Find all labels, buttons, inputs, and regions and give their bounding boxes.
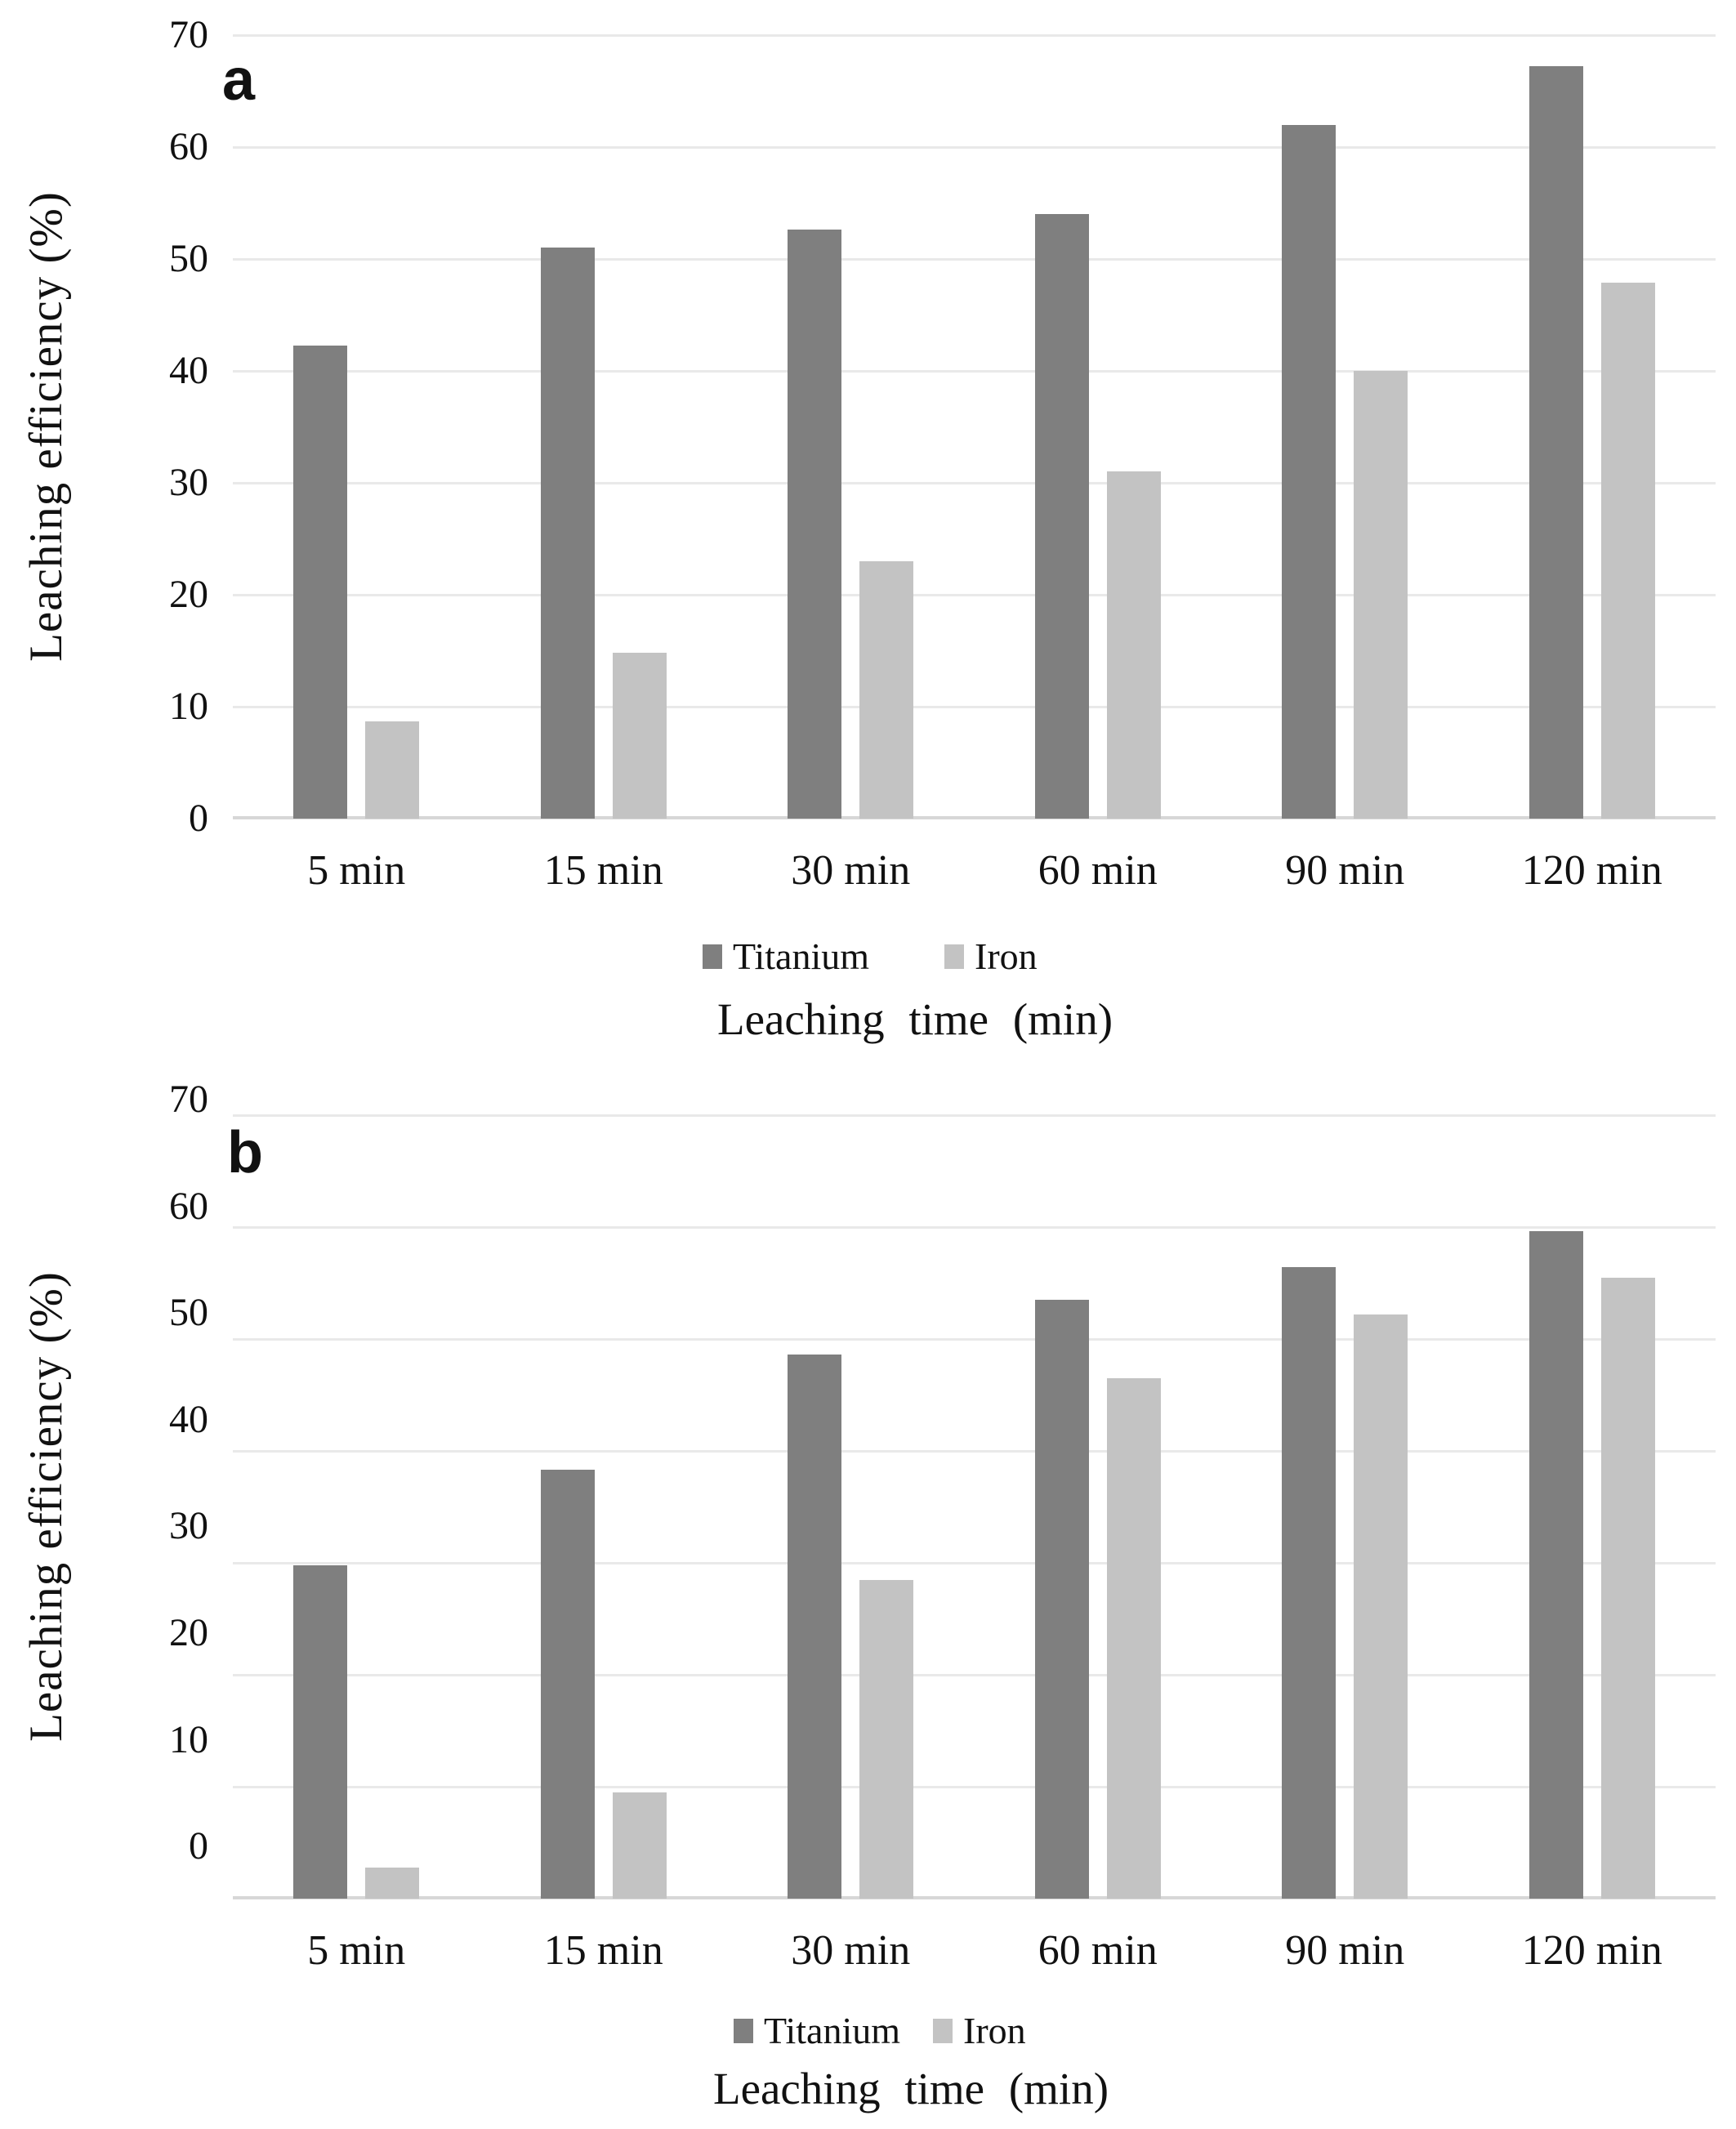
y-tick-label: 20 <box>169 573 208 616</box>
gridline <box>233 34 1716 37</box>
bar-iron <box>859 560 914 819</box>
y-tick-label: 30 <box>169 461 208 504</box>
bar-titanium <box>1034 1300 1089 1899</box>
gridline <box>233 1786 1716 1788</box>
bar-iron <box>1354 1314 1408 1899</box>
legend-label-titanium: Titanium <box>764 2010 901 2051</box>
x-category-label: 120 min <box>1521 847 1662 894</box>
legend-label-iron: Iron <box>975 935 1038 977</box>
bar-titanium <box>1282 124 1337 819</box>
y-tick-label: 70 <box>169 1078 208 1121</box>
bar-iron <box>365 721 420 819</box>
bar-titanium <box>293 345 348 819</box>
gridline <box>233 706 1716 708</box>
legend-label-titanium: Titanium <box>733 935 870 977</box>
y-tick-label: 20 <box>169 1611 208 1654</box>
bar-iron <box>859 1579 914 1899</box>
x-category-label: 60 min <box>1038 847 1158 894</box>
bar-iron <box>365 1867 420 1899</box>
legend-swatch-titanium <box>734 2019 753 2043</box>
x-axis-baseline <box>233 1896 1716 1899</box>
x-category-label: 15 min <box>543 847 663 894</box>
legend-label-iron: Iron <box>963 2010 1026 2051</box>
panel-b: b Leaching efficiency (%) 70 60 50 40 30 20 10… <box>0 1064 1736 2129</box>
gridline <box>233 1450 1716 1453</box>
gridline <box>233 594 1716 596</box>
bar-iron <box>1600 1277 1655 1899</box>
bar-iron <box>612 653 667 819</box>
panel-letter-b: b <box>227 1120 263 1185</box>
y-tick-label: 0 <box>189 797 208 840</box>
legend-item-titanium: Titanium <box>734 2012 900 2050</box>
x-axis-title-b: Leaching time (min) <box>712 2064 1109 2113</box>
panel-letter-a: a <box>222 47 256 113</box>
legend-a: Titanium Iron <box>703 938 1038 975</box>
bar-iron <box>1600 282 1655 819</box>
bar-titanium <box>1528 66 1583 819</box>
bar-titanium <box>788 1355 842 1899</box>
y-tick-label: 60 <box>169 125 208 168</box>
bar-titanium <box>540 1470 595 1899</box>
bar-titanium <box>540 248 595 819</box>
bar-titanium <box>293 1564 348 1899</box>
y-tick-label: 60 <box>169 1184 208 1228</box>
bar-titanium <box>1034 214 1089 819</box>
y-tick-label: 70 <box>169 13 208 56</box>
y-tick-label: 10 <box>169 1717 208 1761</box>
gridline <box>233 1674 1716 1676</box>
legend-item-iron: Iron <box>933 2012 1026 2050</box>
x-category-label: 60 min <box>1038 1927 1158 1974</box>
y-tick-label: 30 <box>169 1504 208 1548</box>
legend-swatch-iron <box>933 2019 953 2043</box>
y-tick-label: 40 <box>169 1397 208 1441</box>
gridline <box>233 370 1716 373</box>
bar-titanium <box>788 230 842 819</box>
gridline <box>233 146 1716 149</box>
legend-b: Titanium Iron <box>734 2012 1026 2050</box>
gridline <box>233 1226 1716 1229</box>
bar-iron <box>1354 371 1408 819</box>
gridline <box>233 1114 1716 1117</box>
legend-item-titanium: Titanium <box>703 938 869 975</box>
plot-area-b <box>233 1114 1716 1899</box>
bar-iron <box>1106 471 1161 819</box>
legend-swatch-titanium <box>703 944 722 969</box>
y-tick-label: 50 <box>169 1291 208 1335</box>
x-category-label: 90 min <box>1285 847 1405 894</box>
legend-item-iron: Iron <box>944 938 1038 975</box>
bar-iron <box>612 1792 667 1899</box>
x-category-label: 5 min <box>307 847 406 894</box>
y-tick-label: 40 <box>169 349 208 392</box>
y-tick-label: 0 <box>189 1824 208 1868</box>
plot-area-a <box>233 34 1716 819</box>
x-category-label: 90 min <box>1285 1927 1405 1974</box>
bar-iron <box>1106 1377 1161 1899</box>
x-axis-title-a: Leaching time (min) <box>716 994 1113 1044</box>
gridline <box>233 482 1716 484</box>
x-axis-baseline <box>233 816 1716 819</box>
y-tick-label: 10 <box>169 685 208 728</box>
bar-titanium <box>1528 1231 1583 1899</box>
gridline <box>233 1562 1716 1564</box>
panel-a: a Leaching efficiency (%) 70 60 50 40 30 20 10… <box>0 0 1736 1064</box>
legend-swatch-iron <box>944 944 965 969</box>
bar-titanium <box>1282 1267 1337 1899</box>
x-category-label: 30 min <box>791 1927 911 1974</box>
gridline <box>233 258 1716 261</box>
x-category-label: 5 min <box>307 1927 406 1974</box>
y-tick-label: 50 <box>169 237 208 280</box>
x-category-label: 30 min <box>791 847 911 894</box>
x-category-label: 15 min <box>543 1927 663 1974</box>
gridline <box>233 1338 1716 1341</box>
x-category-label: 120 min <box>1521 1927 1662 1974</box>
